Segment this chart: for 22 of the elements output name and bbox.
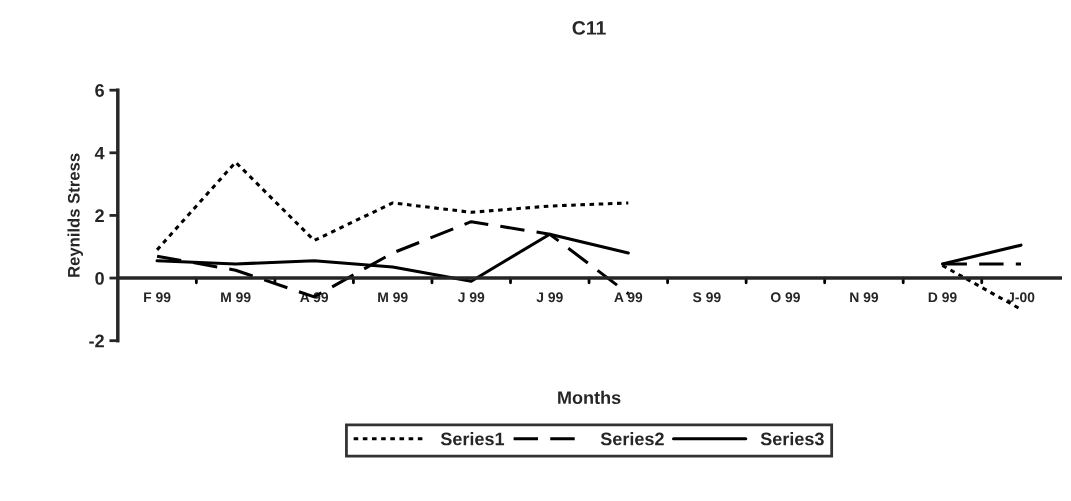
y-tick-label: 4	[94, 146, 105, 160]
y-tick-label: 6	[95, 84, 104, 97]
x-tick-label: J 99	[536, 292, 563, 303]
x-tick-label: F 99	[144, 292, 171, 303]
chart-title: C11	[572, 21, 606, 35]
x-tick-label: M 99	[221, 292, 251, 303]
y-tick-label: 2	[95, 209, 104, 222]
y-tick-label: -2	[89, 334, 104, 348]
x-tick-label: S 99	[692, 292, 721, 303]
x-tick-label: J 99	[457, 292, 485, 303]
y-axis-title: Reynilds Stress	[67, 153, 84, 277]
x-tick-label: D 99	[928, 292, 957, 303]
x-tick-label: O 99	[770, 292, 800, 303]
legend-label: Series3	[760, 432, 824, 446]
x-tick-label: A 99	[614, 292, 643, 303]
y-tick-label: 0	[95, 271, 104, 285]
x-tick-label: J-00	[1007, 292, 1035, 303]
legend-label: Series1	[440, 432, 505, 446]
x-axis-title: Months	[558, 390, 621, 405]
x-tick-label: N 99	[850, 292, 879, 303]
x-tick-label: M 99	[378, 292, 408, 303]
legend-label: Series2	[600, 432, 664, 446]
